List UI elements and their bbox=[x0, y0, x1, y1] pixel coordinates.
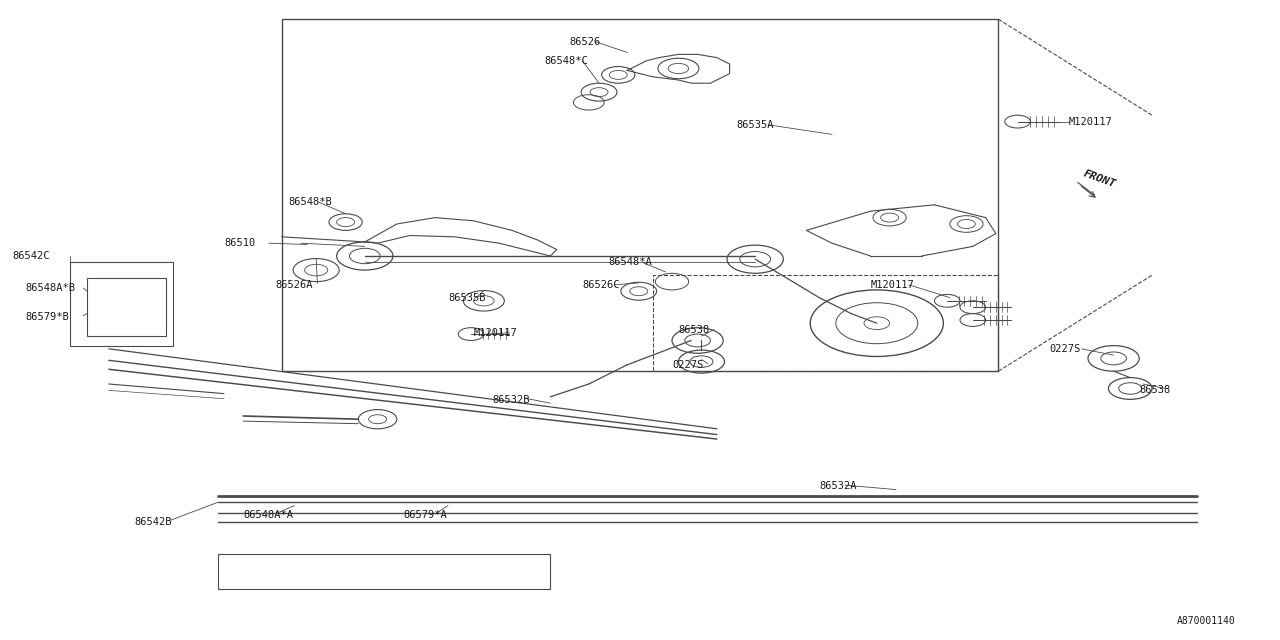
Text: 86548A*B: 86548A*B bbox=[26, 283, 76, 293]
Text: 86532B: 86532B bbox=[493, 395, 530, 405]
Text: 86510: 86510 bbox=[224, 238, 255, 248]
Text: 86535A: 86535A bbox=[736, 120, 773, 130]
Text: 86542C: 86542C bbox=[13, 251, 50, 261]
Text: 86579*B: 86579*B bbox=[26, 312, 69, 322]
Text: 86538: 86538 bbox=[1139, 385, 1170, 396]
Text: 86538: 86538 bbox=[678, 324, 709, 335]
Text: M120117: M120117 bbox=[870, 280, 914, 290]
Text: 0227S: 0227S bbox=[672, 360, 703, 370]
Text: 86535B: 86535B bbox=[448, 292, 485, 303]
Text: 86548A*A: 86548A*A bbox=[243, 510, 293, 520]
Text: A870001140: A870001140 bbox=[1176, 616, 1235, 626]
Text: FRONT: FRONT bbox=[1082, 169, 1116, 189]
Text: 86579*A: 86579*A bbox=[403, 510, 447, 520]
Text: M120117: M120117 bbox=[474, 328, 517, 338]
Text: M120117: M120117 bbox=[1069, 116, 1112, 127]
Text: 86532A: 86532A bbox=[819, 481, 856, 492]
Text: 86548*A: 86548*A bbox=[608, 257, 652, 268]
Text: 86526: 86526 bbox=[570, 36, 600, 47]
Text: 86548*C: 86548*C bbox=[544, 56, 588, 66]
Text: 86548*B: 86548*B bbox=[288, 196, 332, 207]
Text: 86526A: 86526A bbox=[275, 280, 312, 290]
Text: 86542B: 86542B bbox=[134, 516, 172, 527]
Text: 0227S: 0227S bbox=[1050, 344, 1080, 354]
Text: 86526C: 86526C bbox=[582, 280, 620, 290]
